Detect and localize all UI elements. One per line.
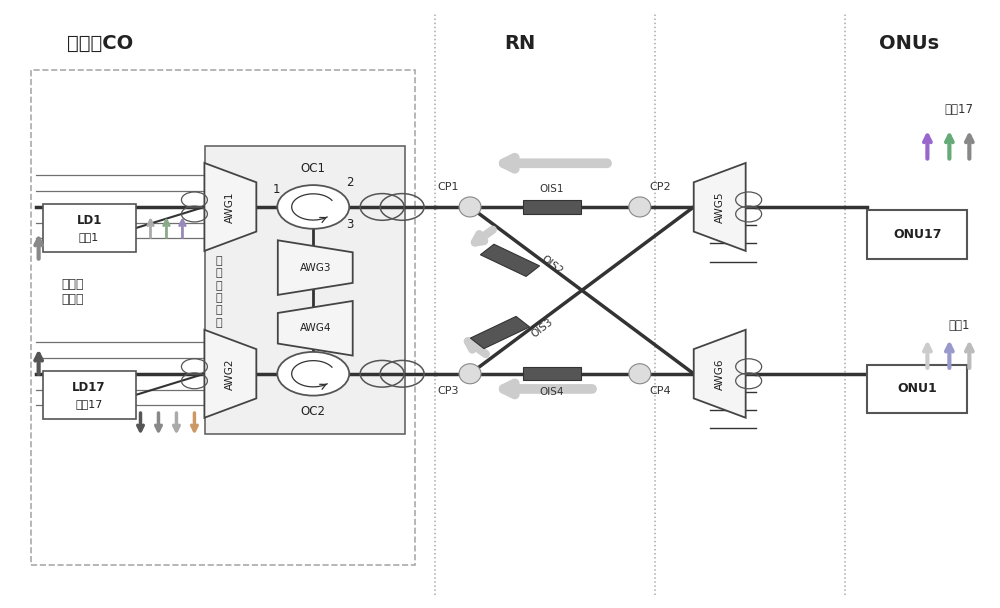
Text: CP1: CP1 (437, 182, 459, 192)
Text: CP3: CP3 (437, 386, 459, 396)
Text: CP4: CP4 (649, 386, 671, 396)
Circle shape (277, 352, 349, 396)
Bar (523, 367, 581, 381)
Text: LD1: LD1 (76, 214, 102, 227)
Text: 3: 3 (347, 218, 354, 231)
Text: LD17: LD17 (72, 381, 106, 393)
Text: AWG4: AWG4 (300, 323, 331, 333)
Text: ONUs: ONUs (879, 33, 939, 53)
Text: ONU17: ONU17 (893, 228, 942, 241)
Ellipse shape (459, 364, 481, 384)
Text: OIS2: OIS2 (539, 254, 565, 277)
Text: AWG2: AWG2 (225, 358, 235, 390)
Text: CP2: CP2 (649, 182, 671, 192)
Polygon shape (278, 240, 353, 295)
Polygon shape (694, 163, 746, 251)
Bar (43, 204, 136, 252)
Text: 2: 2 (346, 176, 354, 188)
Text: AWG6: AWG6 (715, 358, 725, 390)
Ellipse shape (459, 197, 481, 217)
Polygon shape (204, 163, 256, 251)
Text: 中心局CO: 中心局CO (67, 33, 134, 53)
Bar (205, 147, 405, 435)
Polygon shape (204, 330, 256, 418)
Text: OIS4: OIS4 (540, 387, 564, 397)
Ellipse shape (629, 364, 651, 384)
Polygon shape (278, 301, 353, 356)
Bar (43, 371, 136, 420)
Text: 波长17: 波长17 (945, 103, 974, 116)
Text: AWG3: AWG3 (300, 263, 331, 272)
Bar (523, 200, 581, 213)
Ellipse shape (629, 197, 651, 217)
Circle shape (277, 185, 349, 229)
Polygon shape (694, 330, 746, 418)
Bar (867, 210, 967, 258)
Text: AWG1: AWG1 (225, 191, 235, 223)
Text: 下行发
送模块: 下行发 送模块 (61, 278, 84, 306)
Bar (470, 316, 530, 348)
Text: AWG5: AWG5 (715, 191, 725, 223)
Bar (31, 71, 415, 565)
Text: 1: 1 (273, 183, 280, 196)
Text: 上
行
接
收
模
块: 上 行 接 收 模 块 (215, 256, 222, 328)
Text: 波长17: 波长17 (75, 399, 103, 409)
Bar (867, 365, 967, 413)
Text: RN: RN (504, 33, 536, 53)
Text: OIS1: OIS1 (540, 184, 564, 194)
Text: ONU1: ONU1 (898, 382, 937, 395)
Text: 波长1: 波长1 (949, 319, 970, 332)
Text: OC1: OC1 (301, 162, 326, 174)
Text: OIS3: OIS3 (529, 316, 555, 339)
Text: 波长1: 波长1 (79, 232, 99, 242)
Bar (480, 244, 540, 277)
Text: OC2: OC2 (301, 406, 326, 418)
